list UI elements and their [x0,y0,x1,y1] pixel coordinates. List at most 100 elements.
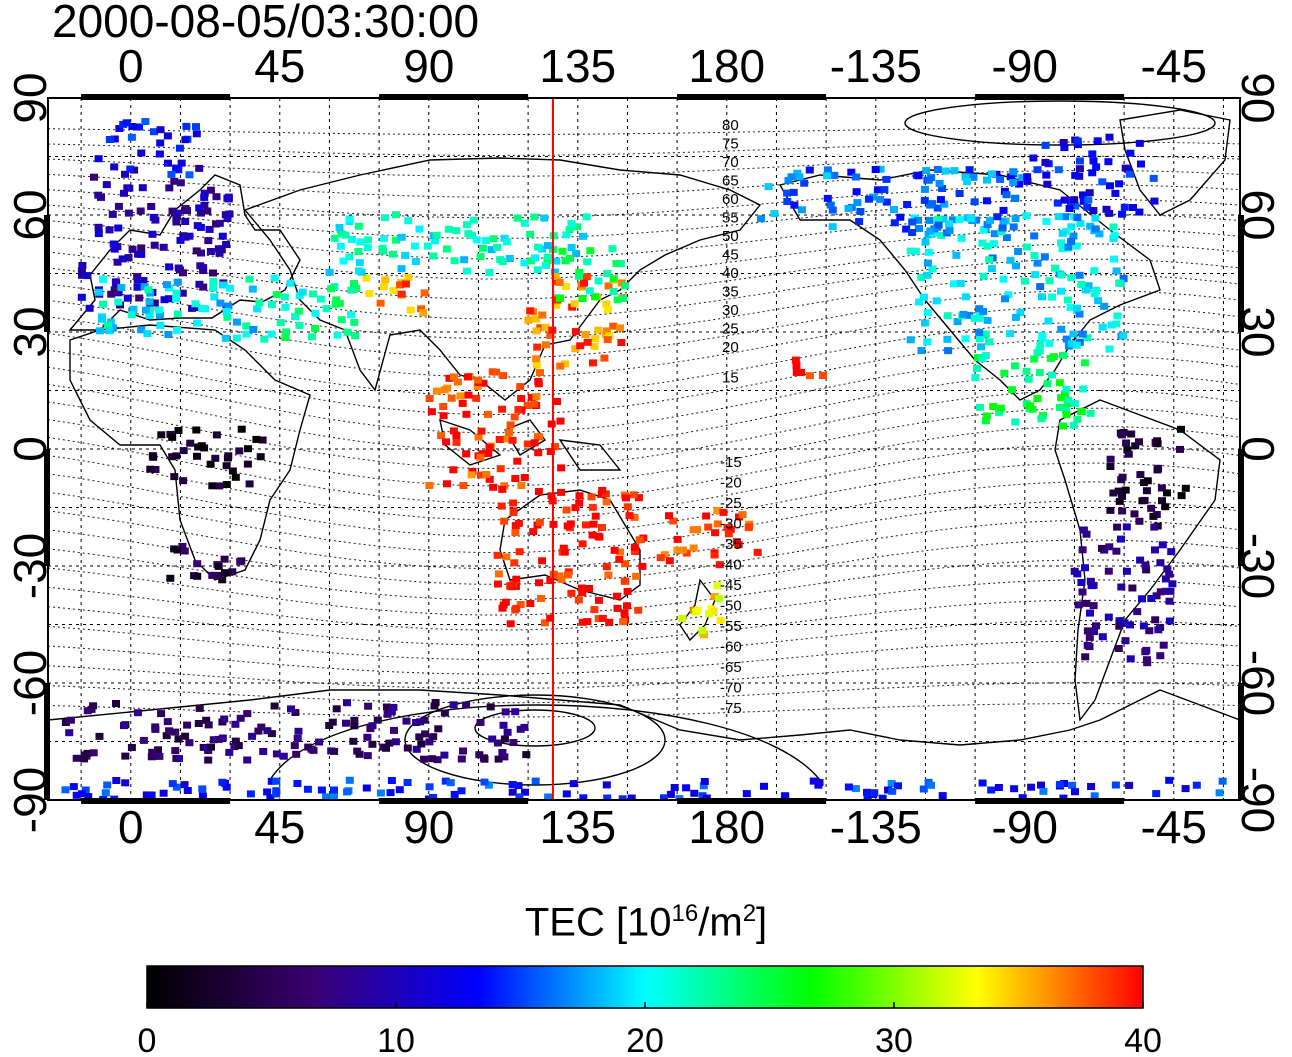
tec-observation [382,703,391,711]
tec-observation [924,231,933,239]
tec-observation [919,785,928,793]
tec-observation [72,754,81,762]
tec-observation [884,786,893,794]
tec-observation [591,512,600,520]
tec-observation [534,488,543,495]
tec-observation [1033,395,1042,402]
tec-observation [139,277,148,284]
tec-observation [635,536,644,544]
tec-observation [209,284,218,292]
tec-observation [127,744,136,751]
tec-observation [1011,215,1020,223]
tec-observation [673,535,682,543]
y-tick-label-left: 60 [4,189,56,240]
tec-observation [351,332,360,340]
tec-observation [298,288,307,296]
tec-observation [998,224,1007,232]
tec-observation [176,179,185,187]
tec-observation [397,233,406,241]
tec-observation [365,290,374,297]
tec-observation [505,428,514,436]
tec-observation [499,721,508,729]
tec-observation [536,369,544,377]
tec-observation [331,300,340,308]
tec-observation [792,368,801,376]
tec-observation [99,795,108,800]
tec-observation [546,331,555,339]
tec-observation [516,383,525,391]
tec-observation [1104,158,1113,166]
contour-label: 45 [722,247,739,264]
tec-observation [135,294,144,302]
tec-observation [997,228,1006,236]
tec-observation [1040,253,1049,261]
tec-observation [547,492,556,500]
tec-observation [1042,217,1051,225]
tec-observation [467,471,476,479]
tec-observation [508,788,517,796]
tec-observation [992,170,1001,178]
tec-observation [291,709,300,716]
tec-observation [270,702,279,710]
tec-observation [95,732,104,740]
tec-observation [180,547,189,555]
tec-observation [1066,303,1075,311]
tec-observation [168,780,177,788]
tec-observation [943,312,952,320]
tec-observation [243,460,252,468]
tec-observation [1054,213,1063,221]
tec-observation [114,298,123,306]
tec-observation [1022,212,1031,220]
x-tick-label-bottom: 45 [254,801,305,853]
tec-observation [156,126,165,134]
tec-observation [585,585,593,592]
tec-observation [474,376,483,384]
tec-observation [129,305,138,313]
colorbar-tick-label: 30 [875,1022,913,1057]
tec-observation [114,224,123,232]
tec-observation [1037,415,1046,423]
contour-label: 50 [722,228,739,245]
tec-observation [634,606,643,614]
tec-observation [1069,330,1078,338]
tec-observation [577,584,586,592]
tec-observation [1105,543,1114,551]
tec-observation [83,272,92,280]
tec-observation [170,177,179,185]
tec-observation [716,616,725,624]
tec-observation [855,218,864,225]
tec-observation [1068,781,1077,789]
tec-observation [222,481,231,488]
tec-observation [975,305,984,313]
tec-observation [383,710,392,718]
tec-observation [77,267,86,275]
tec-observation [863,788,871,796]
tec-observation [544,253,553,261]
tec-observation [185,171,194,179]
tec-observation [1091,225,1100,233]
tec-observation [141,118,150,125]
tec-observation [556,295,565,303]
tec-observation [585,287,594,295]
tec-observation [143,330,152,338]
tec-observation [350,716,359,724]
tec-observation [522,751,531,759]
tec-observation [956,279,965,287]
tec-observation [542,261,550,269]
tec-observation [1085,633,1094,641]
tec-observation [586,247,595,255]
tec-observation [617,339,626,346]
tec-observation [462,221,471,229]
tec-observation [303,785,312,793]
tec-observation [1138,595,1146,603]
tec-observation [1064,243,1073,251]
tec-observation [154,746,162,754]
tec-observation [411,258,420,265]
tec-observation [159,243,168,251]
tec-observation [430,702,439,710]
tec-observation [94,223,103,231]
tec-observation [604,282,613,290]
tec-observation [1075,165,1084,173]
tec-observation [395,786,404,794]
